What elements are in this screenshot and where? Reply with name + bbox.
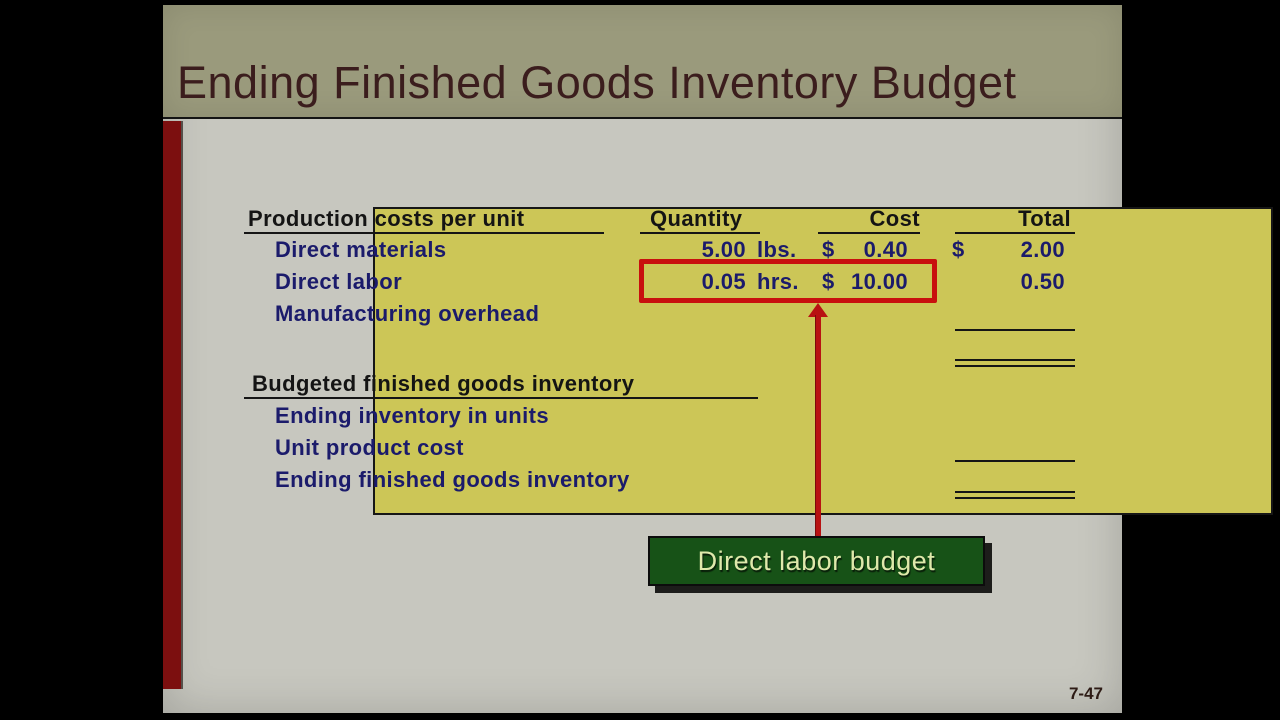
highlight-box	[639, 259, 937, 303]
total-value: 2.00	[1020, 237, 1065, 262]
row-label-ending-inventory-units: Ending inventory in units	[275, 403, 549, 428]
slide: Ending Finished Goods Inventory Budget P…	[163, 5, 1273, 713]
column-header-total: Total	[1018, 206, 1071, 231]
single-rule	[955, 460, 1075, 462]
double-rule	[955, 491, 1075, 499]
underline	[244, 232, 604, 234]
cost-direct-labor: $ 10.00	[822, 269, 908, 295]
row-label-manufacturing-overhead: Manufacturing overhead	[275, 301, 540, 326]
row-label-direct-labor: Direct labor	[275, 269, 403, 294]
row-label-ending-finished-goods: Ending finished goods inventory	[275, 467, 630, 492]
title-band: Ending Finished Goods Inventory Budget	[163, 5, 1122, 119]
left-accent-bar	[163, 121, 183, 689]
table-section2-header: Budgeted finished goods inventory	[252, 371, 635, 396]
dollar-sign: $	[952, 237, 965, 262]
direct-labor-budget-label: Direct labor budget	[697, 545, 936, 576]
total-direct-labor: 0.50	[1020, 269, 1065, 294]
page-number: 7-47	[1068, 684, 1103, 703]
underline	[244, 397, 758, 399]
cost-value: 10.00	[850, 269, 908, 294]
direct-labor-budget-button[interactable]: Direct labor budget	[648, 536, 985, 586]
qty-direct-materials: 5.00	[701, 237, 746, 262]
single-rule	[955, 329, 1075, 331]
cost-value: 0.40	[863, 237, 908, 262]
total-direct-materials: $ 2.00	[952, 237, 1065, 263]
cost-direct-materials: $ 0.40	[822, 237, 908, 263]
callout-arrow-shaft	[815, 315, 821, 537]
underline	[640, 232, 760, 234]
column-header-quantity: Quantity	[650, 206, 743, 231]
underline	[955, 232, 1075, 234]
dollar-sign: $	[822, 269, 835, 294]
double-rule	[955, 359, 1075, 367]
table-section1-header: Production costs per unit	[248, 206, 525, 231]
underline	[818, 232, 920, 234]
unit-direct-materials: lbs.	[757, 237, 797, 262]
arrow-up-icon	[808, 303, 828, 317]
unit-direct-labor: hrs.	[757, 269, 799, 294]
row-label-unit-product-cost: Unit product cost	[275, 435, 464, 460]
row-label-direct-materials: Direct materials	[275, 237, 447, 262]
qty-direct-labor: 0.05	[701, 269, 746, 294]
column-header-cost: Cost	[869, 206, 920, 231]
cost-table-panel	[373, 207, 1273, 515]
page-title: Ending Finished Goods Inventory Budget	[177, 57, 1017, 108]
dollar-sign: $	[822, 237, 835, 262]
